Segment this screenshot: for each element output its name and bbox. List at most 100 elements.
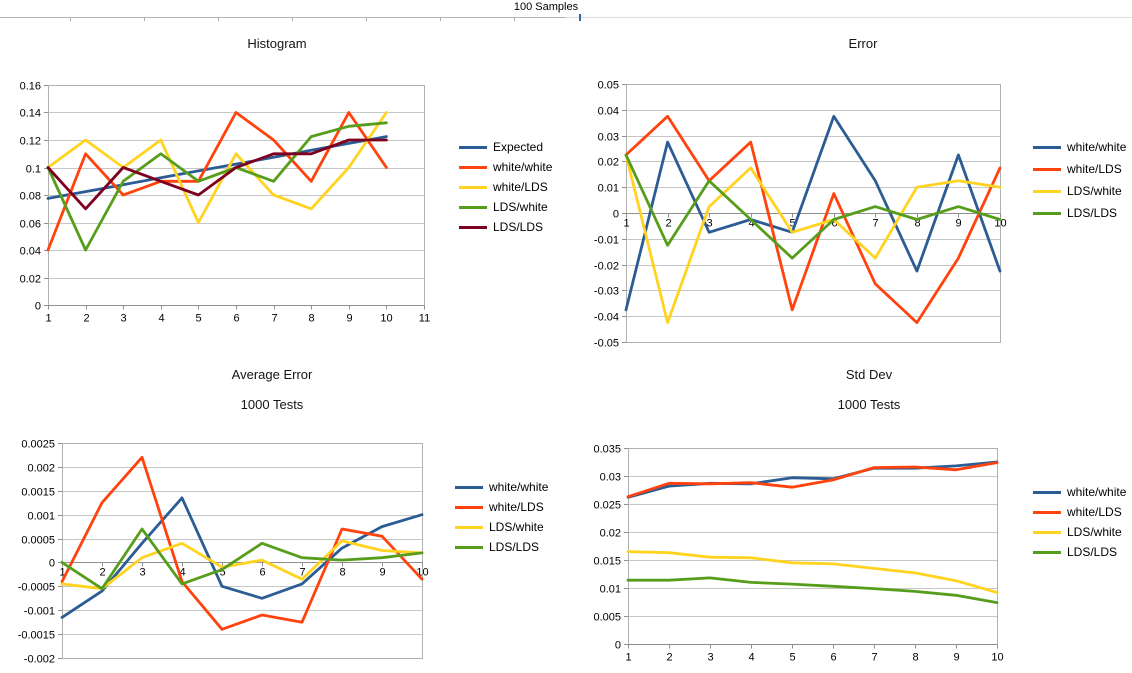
series-line-white-lds	[624, 114, 1002, 325]
std-dev-legend: white/white white/LDS LDS/white LDS/LDS	[1033, 482, 1126, 562]
x-axis-label: 4	[748, 652, 754, 664]
legend-item-lds-lds: LDS/LDS	[459, 217, 552, 237]
legend-label: LDS/LDS	[1067, 545, 1118, 559]
y-axis-label: 0.005	[593, 612, 621, 624]
legend-item-white-lds: white/LDS	[1033, 158, 1126, 180]
legend-swatch	[459, 165, 487, 169]
legend-label: white/white	[1067, 140, 1127, 154]
x-axis-label: 9	[955, 218, 961, 230]
x-axis-label: 1	[45, 313, 51, 325]
series-line-white-white	[626, 460, 999, 499]
std-dev-title: Std Dev	[845, 367, 893, 382]
y-axis-label: 0.01	[598, 183, 619, 195]
y-axis-label: -0.0005	[18, 582, 55, 594]
header-rule-light	[566, 17, 1132, 18]
series-line-lds-lds	[46, 138, 388, 211]
y-axis-label: -0.002	[24, 654, 55, 666]
y-axis-label: 0.02	[598, 157, 619, 169]
x-axis-label: 4	[158, 313, 164, 325]
legend-label: white/white	[1067, 485, 1127, 499]
y-axis-label: 0	[35, 301, 41, 313]
legend-item-lds-lds: LDS/LDS	[1033, 202, 1126, 224]
series-line-lds-lds	[624, 153, 1002, 260]
x-axis-label: 10	[991, 652, 1003, 664]
x-axis-label: 1	[59, 567, 65, 579]
x-axis-label: 7	[299, 567, 305, 579]
legend-item-lds-lds: LDS/LDS	[455, 537, 548, 557]
error-title: Error	[848, 36, 878, 51]
y-axis-label: 0.1	[26, 164, 41, 176]
legend-swatch	[459, 185, 487, 189]
legend-label: white/LDS	[1067, 162, 1122, 176]
y-axis-label: -0.0015	[18, 630, 55, 642]
legend-item-lds-white: LDS/white	[455, 517, 548, 537]
y-axis-label: 0.14	[20, 108, 41, 120]
y-axis-label: -0.04	[594, 312, 619, 324]
y-axis-label: 0.02	[20, 274, 41, 286]
error-legend: white/white white/LDS LDS/white LDS/LDS	[1033, 136, 1126, 224]
x-axis-label: 10	[380, 313, 392, 325]
x-axis-label: 2	[99, 567, 105, 579]
y-axis-label: 0.04	[598, 106, 619, 118]
y-axis-label: 0	[49, 558, 55, 570]
series-line-white-lds	[626, 461, 999, 499]
x-axis-label: 8	[339, 567, 345, 579]
std-dev-subtitle: 1000 Tests	[837, 397, 901, 412]
histogram-legend: Expected white/white white/LDS LDS/white LDS…	[459, 137, 552, 237]
cell-cursor-tick	[579, 14, 581, 21]
legend-label: white/white	[493, 160, 553, 174]
x-axis-label: 1	[623, 218, 629, 230]
x-axis-label: 9	[953, 652, 959, 664]
y-axis-label: 0	[615, 640, 621, 652]
header-column-ticks	[0, 18, 560, 21]
legend-swatch	[459, 205, 487, 209]
x-axis-label: 8	[914, 218, 920, 230]
y-axis-label: 0.0005	[21, 535, 55, 547]
x-axis-label: 8	[308, 313, 314, 325]
average-error-title: Average Error	[231, 367, 313, 382]
x-axis-label: 4	[748, 218, 754, 230]
x-axis-label: 6	[830, 652, 836, 664]
x-axis-label: 6	[831, 218, 837, 230]
y-axis-label: 0.02	[600, 528, 621, 540]
legend-swatch	[1033, 189, 1061, 193]
y-axis-label: 0.001	[27, 511, 55, 523]
legend-label: Expected	[493, 140, 544, 154]
series-line-lds-white	[46, 121, 388, 252]
x-axis-label: 6	[233, 313, 239, 325]
legend-label: LDS/LDS	[493, 220, 544, 234]
y-axis-label: 0.025	[593, 500, 621, 512]
legend-item-white-lds: white/LDS	[455, 497, 548, 517]
average-error-subtitle: 1000 Tests	[240, 397, 304, 412]
legend-swatch	[1033, 211, 1061, 215]
x-axis-label: 7	[871, 652, 877, 664]
legend-label: white/LDS	[489, 500, 544, 514]
legend-swatch	[459, 225, 487, 229]
y-axis-label: 0.04	[20, 246, 41, 258]
legend-swatch	[1033, 145, 1061, 149]
y-axis-label: 0.015	[593, 556, 621, 568]
x-axis-label: 3	[139, 567, 145, 579]
x-axis-label: 3	[706, 218, 712, 230]
legend-item-white-lds: white/LDS	[1033, 502, 1126, 522]
legend-item-lds-lds: LDS/LDS	[1033, 542, 1126, 562]
average-error-legend: white/white white/LDS LDS/white LDS/LDS	[455, 477, 548, 557]
series-line-white-lds	[46, 111, 388, 224]
x-axis-label: 5	[195, 313, 201, 325]
y-axis-label: 0.002	[27, 463, 55, 475]
legend-label: LDS/white	[1067, 184, 1122, 198]
x-axis-label: 7	[271, 313, 277, 325]
y-axis-label: 0.03	[598, 132, 619, 144]
legend-label: white/white	[489, 480, 549, 494]
legend-swatch	[1033, 167, 1061, 171]
legend-item-lds-white: LDS/white	[1033, 522, 1126, 542]
x-axis-label: 11	[419, 313, 430, 325]
legend-swatch	[455, 485, 483, 489]
legend-item-lds-white: LDS/white	[1033, 180, 1126, 202]
series-line-white-lds	[60, 455, 424, 631]
